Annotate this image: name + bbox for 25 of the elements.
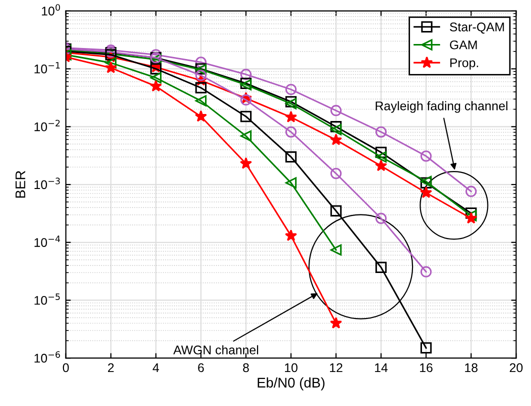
x-tick-label: 10	[284, 363, 298, 372]
y-tick-label: 10$^{−2}$	[34, 120, 60, 132]
x-tick-label: 14	[375, 363, 388, 372]
x-tick-label: 0	[62, 363, 69, 372]
y-axis-title: BER	[16, 170, 26, 198]
y-tick-label: 10$^{−3}$	[34, 178, 60, 190]
legend-label: Star-QAM	[450, 22, 504, 34]
x-tick-label: 2	[108, 363, 114, 372]
y-tick-label: 10$^{−4}$	[34, 236, 60, 247]
x-tick-label: 20	[510, 363, 523, 372]
x-tick-label: 8	[243, 363, 249, 372]
legend-label: GAM	[450, 40, 477, 50]
y-tick-label: 10$^{−5}$	[34, 294, 60, 305]
x-tick-label: 4	[152, 363, 160, 372]
y-tick-label: 10$^{−6}$	[34, 351, 60, 363]
x-tick-label: 6	[198, 363, 204, 372]
x-tick-label: 18	[465, 363, 478, 372]
x-tick-label: 12	[330, 363, 342, 372]
x-axis-title: Eb/N0 (dB)	[258, 377, 324, 390]
annotation: Rayleigh fading channel	[376, 101, 508, 113]
y-tick-label: 10$^{−1}$	[34, 62, 60, 74]
x-tick-label: 16	[420, 363, 432, 372]
y-tick-label: 10$^{0}$	[42, 4, 60, 16]
annotation: AWGN channel	[173, 345, 258, 354]
legend-label: Prop.	[450, 58, 478, 70]
